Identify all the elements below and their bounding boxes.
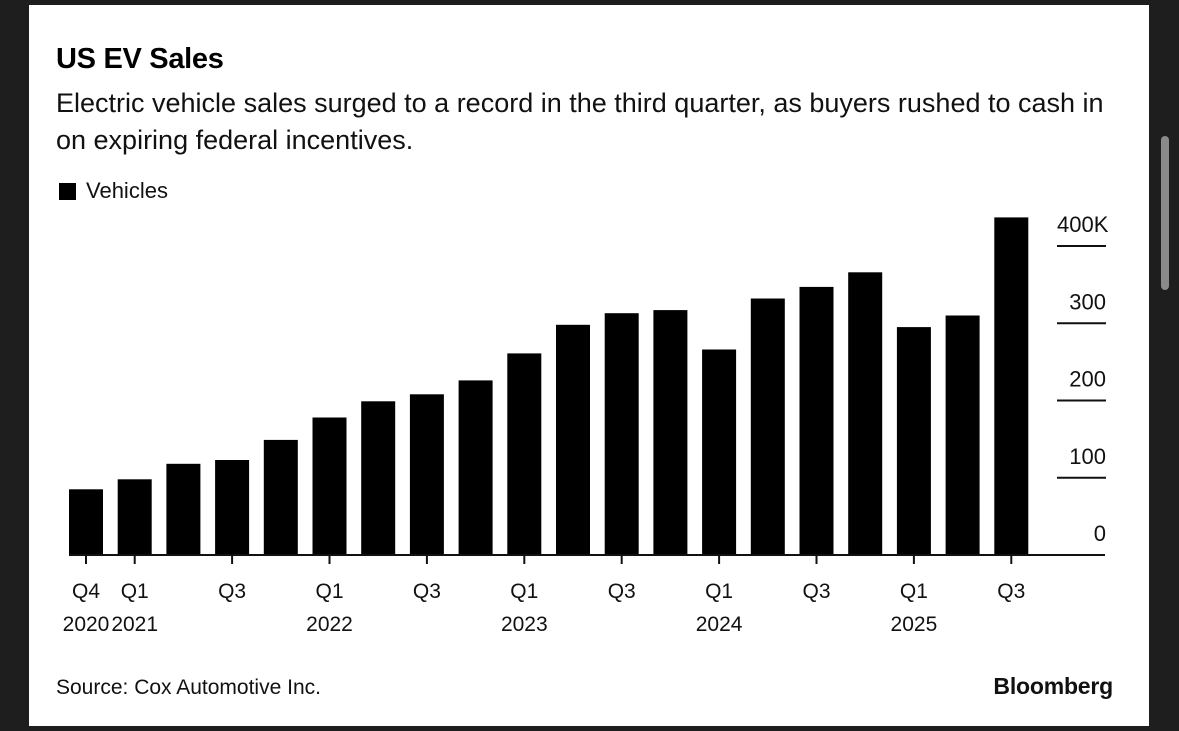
y-tick-label: 300 bbox=[1069, 289, 1106, 314]
bar-q3-2024 bbox=[799, 286, 834, 555]
bar-q3-2023 bbox=[604, 313, 639, 555]
x-tick-label-year: 2023 bbox=[501, 613, 548, 636]
bar-q2-2021 bbox=[166, 463, 201, 555]
bar-q3-2021 bbox=[215, 460, 250, 555]
legend: Vehicles bbox=[59, 178, 168, 204]
scrollbar-thumb[interactable] bbox=[1161, 136, 1169, 290]
bloomberg-logo: Bloomberg bbox=[993, 673, 1113, 699]
bar-q4-2024 bbox=[848, 272, 883, 555]
x-tick-label-quarter: Q3 bbox=[413, 580, 441, 603]
bar-q2-2025 bbox=[945, 315, 980, 555]
x-tick-label-year: 2020 bbox=[63, 613, 110, 636]
bar-q3-2022 bbox=[409, 394, 444, 555]
x-tick-label-quarter: Q1 bbox=[121, 580, 149, 603]
y-tick-label: 100 bbox=[1069, 444, 1106, 469]
chart-subtitle: Electric vehicle sales surged to a recor… bbox=[56, 88, 1104, 155]
bar-q1-2022 bbox=[312, 417, 347, 555]
bar-q4-2021 bbox=[263, 439, 298, 555]
bar-q1-2024 bbox=[702, 349, 737, 555]
x-tick-label-quarter: Q3 bbox=[608, 580, 636, 603]
y-tick-label: 400K bbox=[1057, 212, 1109, 237]
bar-q2-2022 bbox=[361, 401, 396, 555]
bar-q3-2025 bbox=[994, 217, 1029, 555]
legend-swatch-icon bbox=[59, 182, 76, 200]
bar-q2-2024 bbox=[750, 298, 785, 555]
chart-card: US EV Sales Electric vehicle sales surge… bbox=[29, 5, 1149, 726]
bar-q4-2020 bbox=[69, 489, 103, 555]
x-tick-label-quarter: Q3 bbox=[997, 580, 1025, 603]
bar-q1-2023 bbox=[507, 353, 542, 555]
x-tick-label-year: 2025 bbox=[891, 613, 938, 636]
x-tick-label-quarter: Q1 bbox=[510, 580, 538, 603]
x-tick-label-quarter: Q4 bbox=[72, 580, 100, 603]
chart-title: US EV Sales bbox=[56, 43, 224, 75]
bar-q2-2023 bbox=[556, 324, 590, 555]
x-tick-label-year: 2021 bbox=[111, 613, 158, 636]
legend-label: Vehicles bbox=[86, 178, 168, 203]
source-note: Source: Cox Automotive Inc. bbox=[56, 676, 321, 699]
y-tick-label: 0 bbox=[1094, 521, 1106, 546]
x-tick-label-quarter: Q1 bbox=[900, 580, 928, 603]
bar-q1-2025 bbox=[896, 327, 931, 555]
x-tick-label-year: 2024 bbox=[696, 613, 743, 636]
x-tick-label-quarter: Q3 bbox=[218, 580, 246, 603]
bar-q4-2022 bbox=[458, 380, 493, 555]
x-tick-label-year: 2022 bbox=[306, 613, 353, 636]
x-tick-label-quarter: Q3 bbox=[802, 580, 830, 603]
bar-q1-2021 bbox=[117, 479, 152, 555]
y-tick-label: 200 bbox=[1069, 367, 1106, 392]
x-tick-label-quarter: Q1 bbox=[705, 580, 733, 603]
bar-q4-2023 bbox=[653, 310, 688, 555]
x-tick-label-quarter: Q1 bbox=[315, 580, 343, 603]
bar-chart: 0 100 200 300 400K Q4 2020 Q1 2021 Q3 Q1 2022 Q3 Q1 2… bbox=[63, 212, 1109, 636]
